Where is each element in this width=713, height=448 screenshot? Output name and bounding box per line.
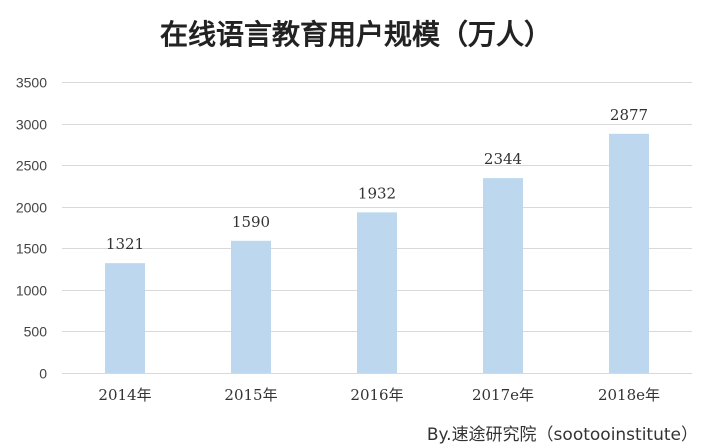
data-label: 1932 <box>358 184 396 202</box>
y-tick-label: 3000 <box>16 117 47 133</box>
data-label: 1321 <box>106 235 144 253</box>
y-tick-label: 1000 <box>16 283 47 299</box>
data-label: 1590 <box>232 213 270 231</box>
x-category-label: 2016年 <box>350 386 403 404</box>
data-label: 2877 <box>610 106 648 124</box>
y-tick-label: 2500 <box>16 158 47 174</box>
x-category-label: 2017e年 <box>472 386 534 404</box>
chart-title: 在线语言教育用户规模（万人） <box>160 18 552 51</box>
x-category-label: 2015年 <box>224 386 277 404</box>
y-tick-label: 0 <box>39 366 47 382</box>
source-note: By.速途研究院（sootooinstitute） <box>427 425 698 445</box>
y-tick-label: 1500 <box>16 241 47 257</box>
x-category-label: 2014年 <box>98 386 151 404</box>
data-label: 2344 <box>484 150 522 168</box>
bar <box>609 133 649 373</box>
data-labels: 1321 1590 1932 2344 2877 <box>106 106 648 253</box>
bar <box>231 240 271 373</box>
bar <box>357 212 397 373</box>
y-tick-label: 2000 <box>16 200 47 216</box>
bars <box>105 133 649 373</box>
y-tick-label: 500 <box>24 324 48 340</box>
bar <box>483 178 523 373</box>
bar <box>105 263 145 373</box>
x-axis-category-labels: 2014年 2015年 2016年 2017e年 2018e年 <box>98 386 660 404</box>
y-axis-tick-labels: 0 500 1000 1500 2000 2500 3000 3500 <box>16 75 47 382</box>
y-tick-label: 3500 <box>16 75 47 91</box>
x-category-label: 2018e年 <box>598 386 660 404</box>
